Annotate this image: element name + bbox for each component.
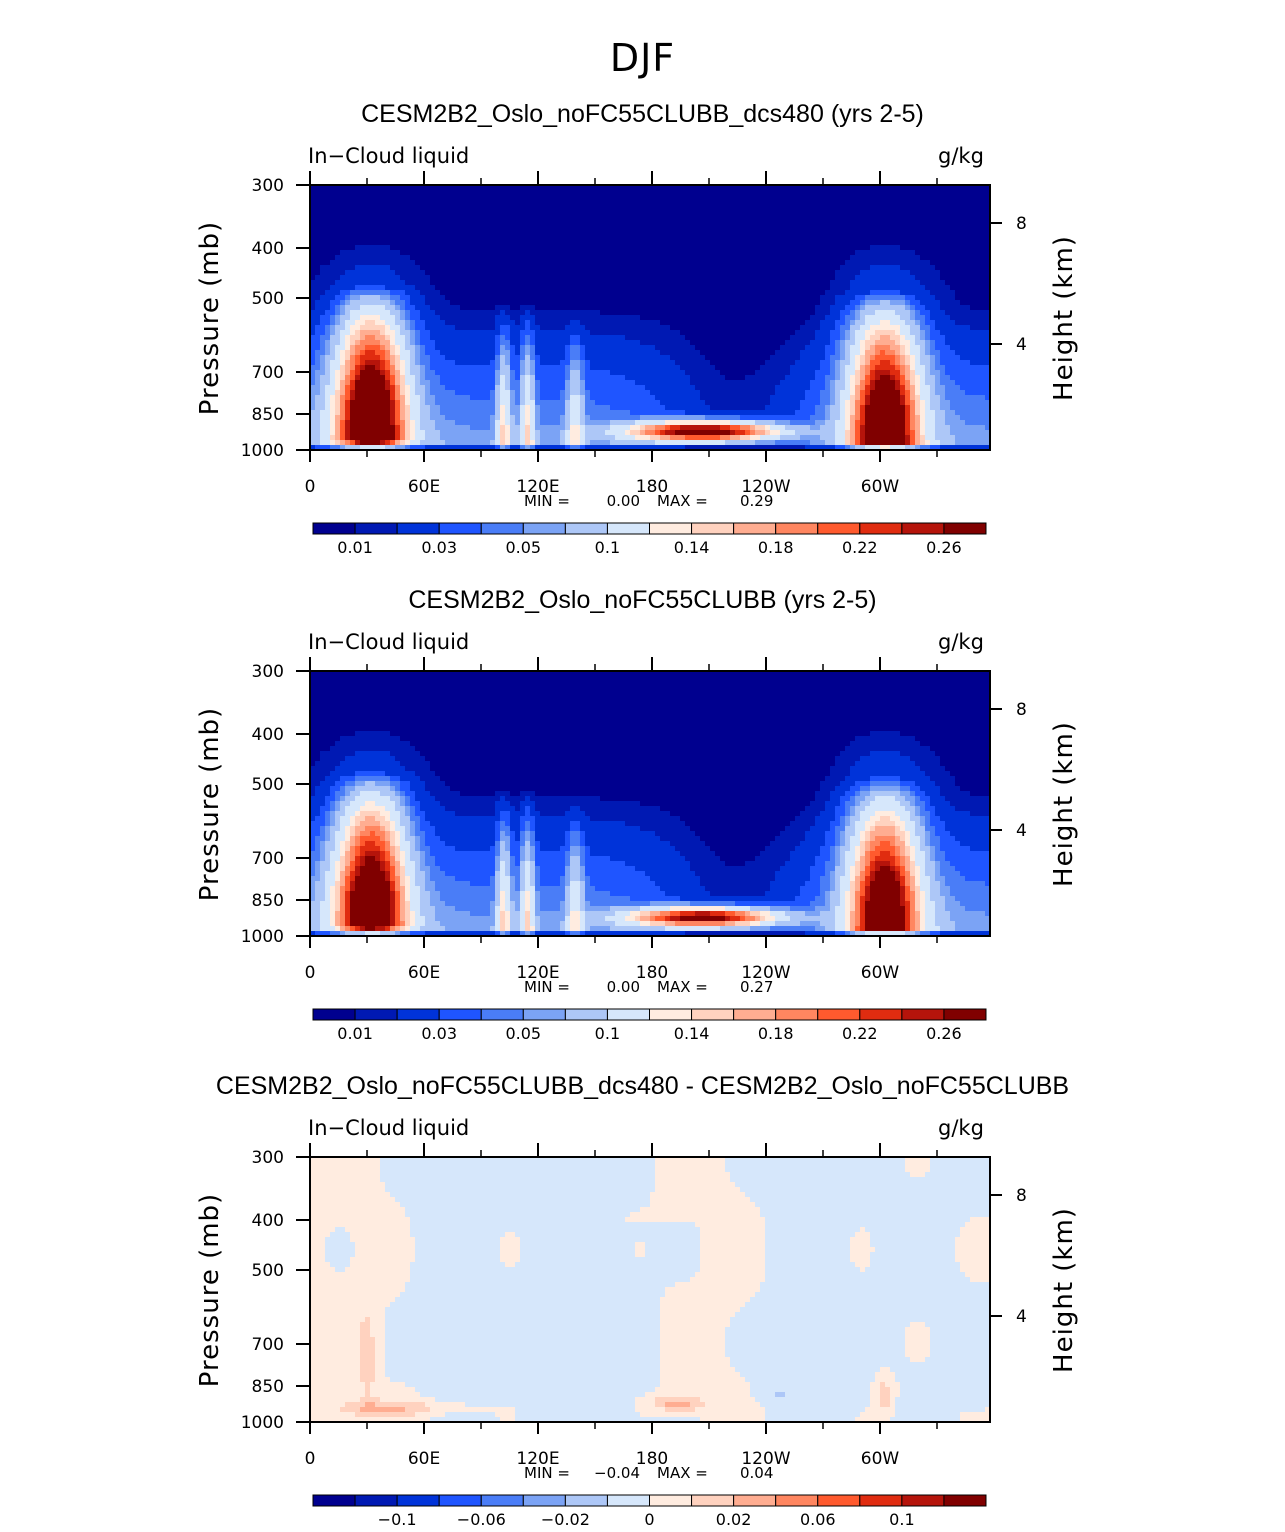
colorbar-label: −0.02 xyxy=(541,1510,590,1529)
colorbar-swatch xyxy=(734,1495,776,1506)
y-tick-label: 1000 xyxy=(241,927,284,947)
y-tick-label: 500 xyxy=(252,289,284,309)
y-right-axis-label: Height (km) xyxy=(1049,235,1079,401)
y-right-tick-label: 4 xyxy=(1016,821,1027,841)
min-value: −0.04 xyxy=(594,1464,640,1482)
colorbar-swatch xyxy=(944,1495,986,1506)
y-axis-label: Pressure (mb) xyxy=(195,221,225,415)
y-right-axis-label: Height (km) xyxy=(1049,1207,1079,1373)
x-tick-label: 60E xyxy=(408,1449,440,1469)
colorbar-swatch xyxy=(607,1495,649,1506)
y-tick-label: 700 xyxy=(252,363,284,383)
y-right-tick-label: 8 xyxy=(1016,700,1027,720)
max-label: MAX = xyxy=(657,1464,708,1482)
y-right-tick-label: 8 xyxy=(1016,1186,1027,1206)
colorbar xyxy=(313,1495,986,1506)
y-tick-label: 700 xyxy=(252,849,284,869)
min-label: MIN = xyxy=(524,1464,570,1482)
colorbar-swatch xyxy=(650,1495,692,1506)
colorbar-label: −0.1 xyxy=(378,1510,417,1529)
y-tick-label: 300 xyxy=(252,176,284,196)
y-tick-label: 500 xyxy=(252,1261,284,1281)
y-right-tick-label: 8 xyxy=(1016,214,1027,234)
colorbar-swatch xyxy=(313,1495,355,1506)
x-tick-label: 60W xyxy=(861,1449,900,1469)
colorbar-label: 0 xyxy=(644,1510,654,1529)
y-tick-label: 400 xyxy=(252,725,284,745)
contour-field xyxy=(310,1157,991,1423)
colorbar-label: 0.1 xyxy=(889,1510,914,1529)
colorbar-swatch xyxy=(776,1495,818,1506)
y-tick-label: 850 xyxy=(252,405,284,425)
y-right-tick-label: 4 xyxy=(1016,335,1027,355)
colorbar-swatch xyxy=(439,1495,481,1506)
colorbar-swatch xyxy=(355,1495,397,1506)
colorbar-label: 0.06 xyxy=(800,1510,836,1529)
colorbar-swatch xyxy=(692,1495,734,1506)
y-axis-label: Pressure (mb) xyxy=(195,1193,225,1387)
y-axis-label: Pressure (mb) xyxy=(195,707,225,901)
colorbar-swatch xyxy=(565,1495,607,1506)
y-right-tick-label: 4 xyxy=(1016,1307,1027,1327)
y-tick-label: 400 xyxy=(252,239,284,259)
colorbar-swatch xyxy=(860,1495,902,1506)
contour-field xyxy=(310,671,991,937)
x-tick-label: 0 xyxy=(305,1449,316,1469)
y-tick-label: 300 xyxy=(252,662,284,682)
y-tick-label: 850 xyxy=(252,891,284,911)
colorbar-label: 0.02 xyxy=(716,1510,752,1529)
y-tick-label: 1000 xyxy=(241,1413,284,1433)
contour-field xyxy=(310,185,991,451)
colorbar-swatch xyxy=(523,1495,565,1506)
colorbar-label: −0.06 xyxy=(457,1510,506,1529)
y-tick-label: 300 xyxy=(252,1148,284,1168)
y-right-axis-label: Height (km) xyxy=(1049,721,1079,887)
max-value: 0.04 xyxy=(740,1464,773,1482)
colorbar-swatch xyxy=(902,1495,944,1506)
y-tick-label: 400 xyxy=(252,1211,284,1231)
y-tick-label: 700 xyxy=(252,1335,284,1355)
y-tick-label: 1000 xyxy=(241,441,284,461)
y-tick-label: 500 xyxy=(252,775,284,795)
colorbar-swatch xyxy=(397,1495,439,1506)
colorbar-swatch xyxy=(818,1495,860,1506)
colorbar-swatch xyxy=(481,1495,523,1506)
y-tick-label: 850 xyxy=(252,1377,284,1397)
